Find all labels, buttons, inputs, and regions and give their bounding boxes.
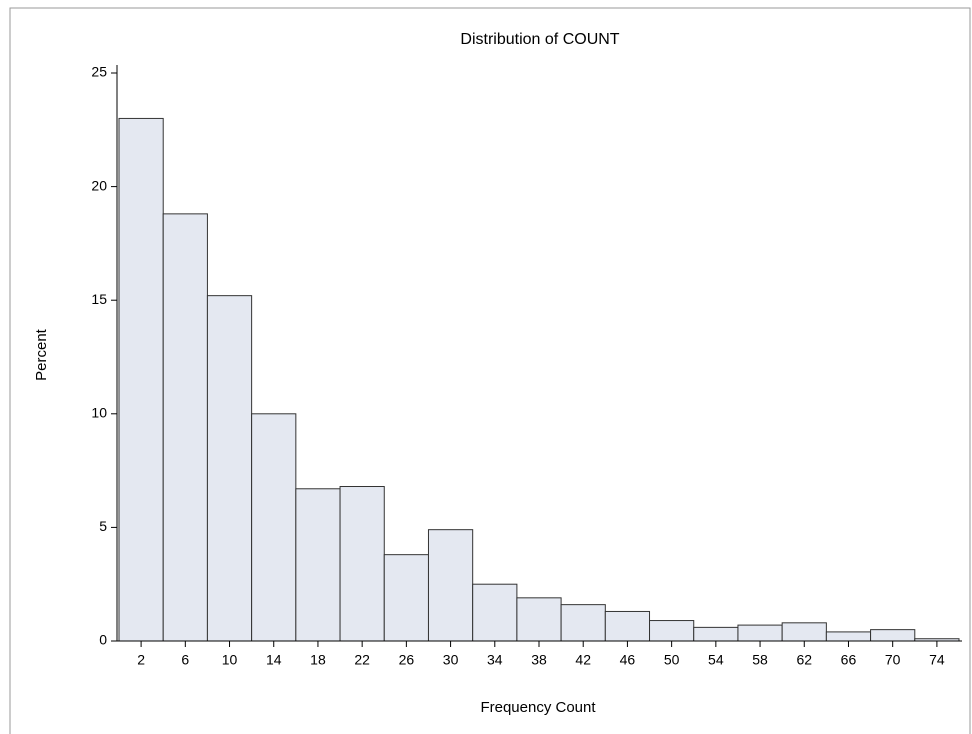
- y-tick-label: 20: [91, 177, 107, 193]
- x-tick-label: 38: [531, 652, 547, 668]
- bar: [825, 631, 872, 642]
- y-tick-label: 25: [91, 64, 107, 80]
- x-tick-label: 46: [620, 652, 636, 668]
- bar: [781, 622, 827, 642]
- bar: [251, 413, 297, 642]
- x-tick-label: 30: [443, 652, 459, 668]
- bar: [383, 554, 429, 642]
- bar: [737, 624, 783, 642]
- x-tick-label: 54: [708, 652, 724, 668]
- x-axis-label: Frequency Count: [480, 699, 596, 716]
- x-tick-label: 26: [399, 652, 415, 668]
- x-tick-label: 62: [796, 652, 812, 668]
- bar: [870, 629, 916, 642]
- y-axis-label: Percent: [33, 328, 50, 381]
- bar: [472, 583, 518, 642]
- x-tick-label: 58: [752, 652, 768, 668]
- chart-title: Distribution of COUNT: [460, 31, 619, 48]
- bar: [604, 610, 651, 642]
- bar: [295, 488, 341, 642]
- y-tick-label: 10: [91, 405, 107, 421]
- bar: [560, 604, 606, 642]
- x-tick-label: 70: [885, 652, 901, 668]
- y-tick-label: 0: [99, 632, 107, 648]
- y-tick-label: 15: [91, 291, 107, 307]
- bar: [693, 626, 739, 642]
- y-tick-label: 5: [99, 518, 107, 534]
- x-tick-label: 66: [841, 652, 857, 668]
- x-tick-label: 34: [487, 652, 503, 668]
- x-tick-label: 14: [266, 652, 282, 668]
- x-tick-label: 18: [310, 652, 326, 668]
- x-tick-label: 50: [664, 652, 680, 668]
- x-tick-label: 2: [137, 652, 145, 668]
- bar: [206, 295, 253, 642]
- bar: [516, 597, 562, 642]
- x-tick-label: 6: [181, 652, 189, 668]
- bar: [162, 213, 208, 642]
- x-tick-label: 42: [575, 652, 591, 668]
- x-tick-label: 10: [222, 652, 238, 668]
- bar: [427, 529, 474, 642]
- x-tick-label: 74: [929, 652, 945, 668]
- bar: [118, 117, 164, 642]
- x-tick-label: 22: [354, 652, 370, 668]
- bar: [649, 620, 695, 642]
- bar: [339, 486, 385, 642]
- chart-frame: [9, 7, 971, 734]
